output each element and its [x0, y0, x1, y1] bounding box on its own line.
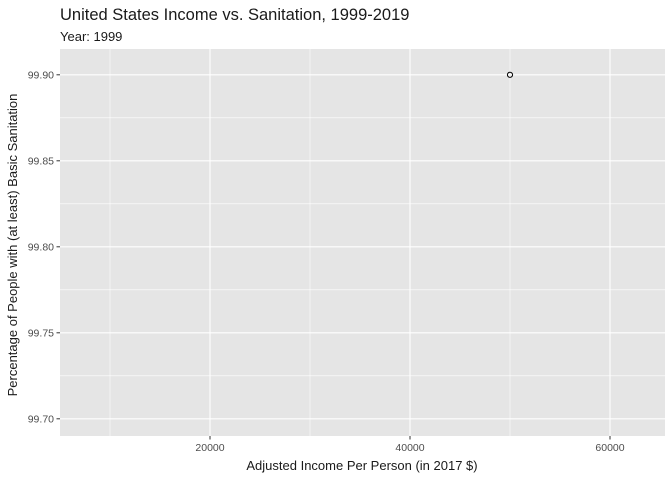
y-tick-label: 99.70 [28, 414, 54, 426]
x-tick-label: 60000 [595, 442, 624, 454]
y-tick-label: 99.80 [28, 242, 54, 254]
y-tick-label: 99.90 [28, 70, 54, 82]
minor-gridlines [60, 49, 665, 436]
y-axis-title: Percentage of People with (at least) Bas… [5, 94, 20, 397]
major-gridlines [60, 49, 665, 436]
y-tick-label: 99.85 [28, 156, 54, 168]
chart-title: United States Income vs. Sanitation, 199… [60, 6, 409, 24]
x-axis-title: Adjusted Income Per Person (in 2017 $) [246, 458, 477, 473]
data-points [506, 71, 514, 78]
axis-ticks [56, 74, 611, 440]
chart-subtitle: Year: 1999 [60, 29, 122, 44]
plot-panel [60, 49, 665, 436]
x-tick-label: 40000 [395, 442, 424, 454]
data-point [506, 71, 514, 78]
y-tick-label: 99.75 [28, 328, 54, 340]
x-tick-label: 20000 [195, 442, 224, 454]
tick-labels: 20000 40000 60000 99.70 99.75 99.80 99.85 99.90 [28, 70, 625, 454]
